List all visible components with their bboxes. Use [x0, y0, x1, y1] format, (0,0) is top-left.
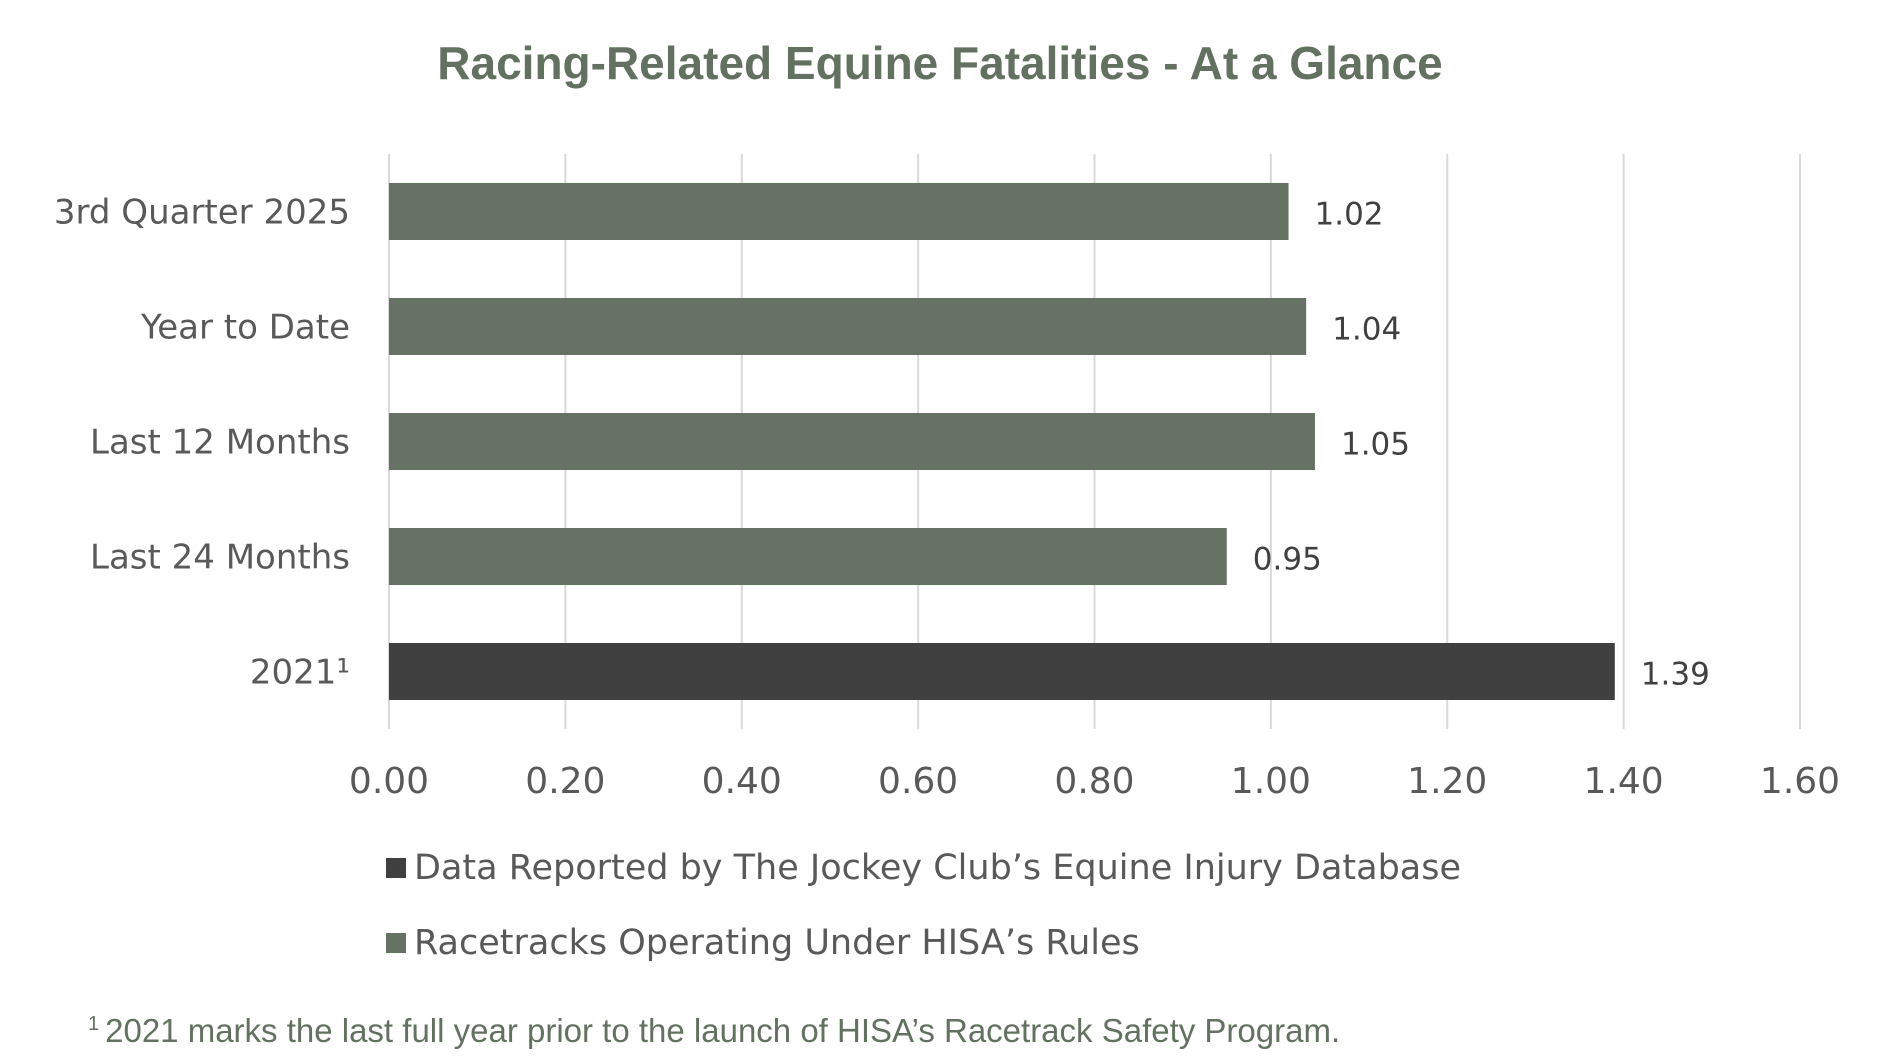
legend-item-hisa: Racetracks Operating Under HISA’s Rules — [386, 923, 1140, 963]
legend-swatch-jockey — [386, 858, 406, 878]
bar — [389, 643, 1615, 700]
data-label: 1.39 — [1641, 657, 1710, 693]
bar — [389, 413, 1315, 470]
bar — [389, 183, 1289, 240]
x-tick-label: 1.40 — [1584, 761, 1664, 802]
x-tick-label: 0.00 — [349, 761, 429, 802]
category-label: 2021¹ — [250, 653, 350, 693]
legend-item-jockey: Data Reported by The Jockey Club’s Equin… — [386, 848, 1461, 888]
x-tick-label: 0.20 — [525, 761, 605, 802]
legend-label-hisa: Racetracks Operating Under HISA’s Rules — [414, 923, 1140, 963]
data-label: 1.05 — [1341, 427, 1410, 463]
legend-label-jockey: Data Reported by The Jockey Club’s Equin… — [414, 848, 1462, 888]
x-tick-label: 0.60 — [878, 761, 958, 802]
x-tick-label: 1.60 — [1760, 761, 1840, 802]
category-label: Last 12 Months — [90, 423, 350, 463]
footnote-mark: 1 — [88, 1013, 100, 1035]
category-label: 3rd Quarter 2025 — [54, 193, 350, 233]
x-tick-label: 1.20 — [1407, 761, 1487, 802]
bar — [389, 298, 1307, 355]
data-label: 0.95 — [1253, 542, 1322, 578]
x-tick-label: 1.00 — [1231, 761, 1311, 802]
x-tick-label: 0.80 — [1054, 761, 1134, 802]
footnote-text: 2021 marks the last full year prior to t… — [105, 1012, 1341, 1049]
x-tick-label: 0.40 — [702, 761, 782, 802]
bar — [389, 528, 1227, 585]
category-label: Year to Date — [140, 308, 350, 348]
chart-title: Racing-Related Equine Fatalities - At a … — [437, 37, 1443, 89]
footnote: 1 2021 marks the last full year prior to … — [88, 1012, 1340, 1050]
legend-swatch-hisa — [386, 933, 406, 953]
data-label: 1.04 — [1332, 312, 1401, 348]
data-label: 1.02 — [1315, 197, 1384, 233]
category-label: Last 24 Months — [90, 538, 350, 578]
